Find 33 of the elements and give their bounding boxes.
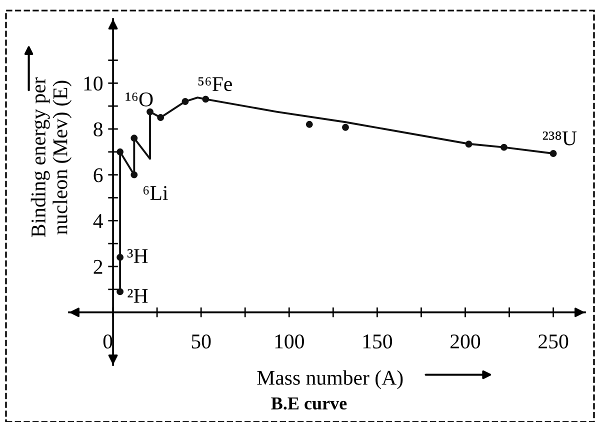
point xyxy=(182,98,189,105)
point xyxy=(130,171,138,178)
text: B.E curve xyxy=(271,398,347,410)
point xyxy=(130,134,138,142)
point xyxy=(116,148,124,156)
x-tick-label: 200 xyxy=(450,334,480,349)
y-tick-label: 4 xyxy=(93,214,103,228)
annotation: ⁶Li xyxy=(143,186,168,200)
point xyxy=(116,254,124,261)
annotation: ³H xyxy=(127,249,148,263)
annotation: ²H xyxy=(128,289,148,303)
y-tick-label: 8 xyxy=(94,122,103,136)
point xyxy=(342,124,349,131)
y-tick-label: 10 xyxy=(84,76,103,91)
point xyxy=(306,120,313,128)
x-tick-label: 100 xyxy=(275,334,304,349)
x-axis-title: Mass number (A) xyxy=(257,370,403,390)
point xyxy=(550,150,557,157)
point xyxy=(465,140,472,148)
point xyxy=(157,114,164,122)
annotation: ²³⁸U xyxy=(542,131,577,146)
x-tick-label: 150 xyxy=(363,334,392,349)
y-tick-label: 6 xyxy=(94,168,103,182)
point xyxy=(202,96,210,103)
x-tick-label: 50 xyxy=(192,334,211,349)
x-tick-label: 250 xyxy=(538,334,568,349)
annotation: ⁵⁶Fe xyxy=(198,77,232,92)
point xyxy=(146,108,154,116)
y-tick-label: 2 xyxy=(94,260,102,274)
y-axis-title: Binding energy per nucleon (Mev) (E) xyxy=(30,77,72,238)
annotation: ¹⁶O xyxy=(126,92,153,106)
point xyxy=(116,288,124,296)
point xyxy=(500,144,508,151)
